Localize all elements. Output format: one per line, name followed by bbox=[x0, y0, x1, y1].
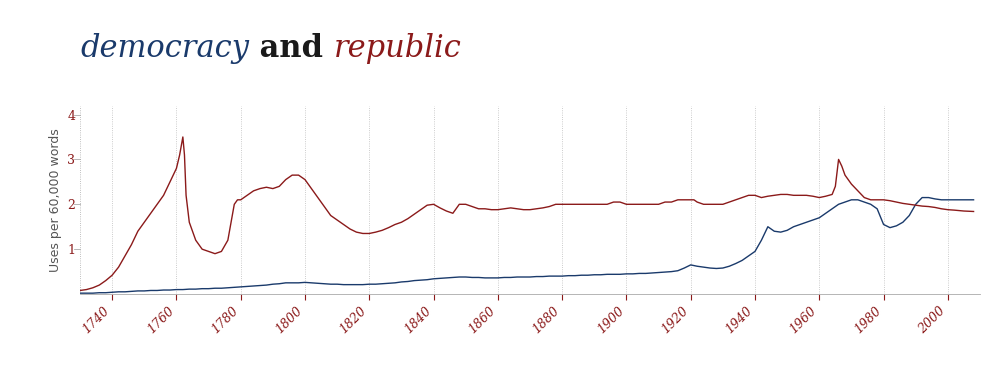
Text: and: and bbox=[249, 33, 334, 64]
Text: democracy: democracy bbox=[80, 33, 249, 64]
Y-axis label: Uses per 60,000 words: Uses per 60,000 words bbox=[49, 128, 62, 272]
Text: republic: republic bbox=[334, 33, 462, 64]
